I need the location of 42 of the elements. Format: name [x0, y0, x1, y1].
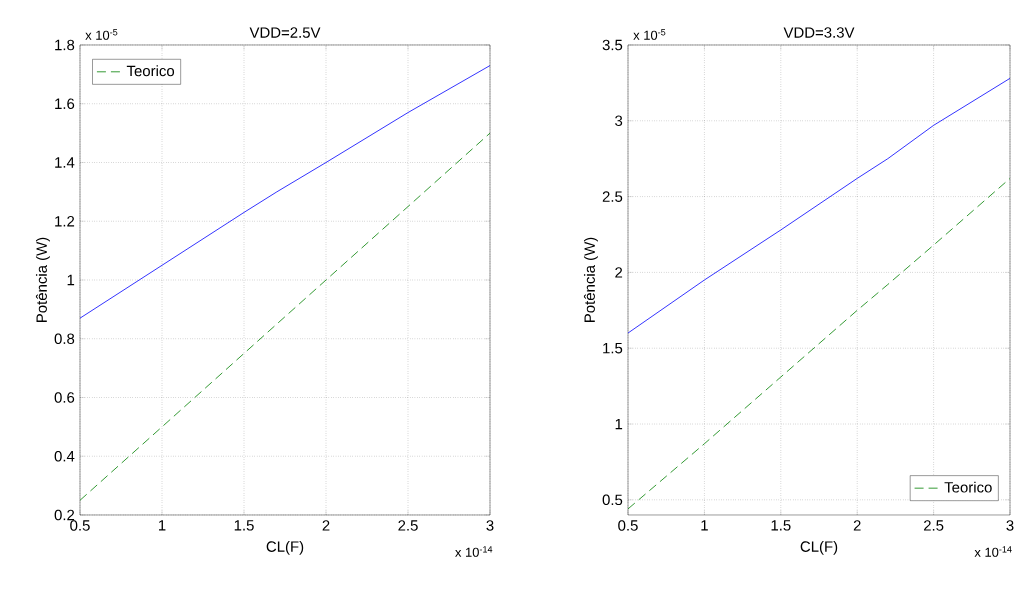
y-tick-label: 0.8 — [54, 333, 75, 345]
x-tick-label: 1 — [158, 520, 166, 531]
x-tick-label: 2.5 — [398, 520, 418, 531]
x-axis-title: CL(F) — [800, 540, 838, 555]
x-tick-label: 2.5 — [923, 520, 944, 531]
y-tick-label: 1.4 — [55, 157, 75, 168]
y-tick-label: 0.5 — [602, 494, 623, 506]
legend-label: Teorico — [126, 65, 175, 77]
x-tick-label: 2 — [853, 520, 861, 531]
legend-label: Teorico — [944, 481, 992, 493]
y-tick-label: 1.6 — [55, 98, 75, 110]
y-axis-title: Potência (W) — [583, 237, 598, 322]
x-tick-label: 3 — [486, 520, 494, 531]
x-tick-label: 1.5 — [234, 520, 254, 531]
x-tick-label: 2 — [322, 520, 330, 531]
line-series — [80, 65, 491, 319]
x-tick-label: 3 — [1006, 520, 1014, 531]
text: x 10$^{-14}$ — [455, 546, 493, 557]
y-tick-label: 0.4 — [54, 450, 75, 462]
line-series — [628, 178, 1011, 510]
y-tick-label: 1 — [67, 274, 75, 286]
chart-title: VDD=3.3V — [783, 27, 855, 38]
text: x 10$^{-5}$ — [85, 29, 118, 40]
y-axis-title: Potência (W) — [35, 237, 50, 322]
y-tick-label: 1.5 — [603, 343, 623, 354]
y-tick-label: 3 — [615, 115, 623, 127]
y-tick-label: 0.6 — [54, 392, 75, 403]
y-tick-label: 1.8 — [55, 39, 75, 51]
y-tick-label: 1 — [615, 418, 623, 430]
y-tick-label: 3.5 — [602, 39, 623, 51]
text: x 10$^{-5}$ — [633, 29, 666, 40]
y-tick-label: 2 — [615, 267, 623, 278]
y-tick-label: 2.5 — [602, 191, 623, 202]
line-series — [628, 77, 1011, 334]
x-tick-label: 1.5 — [771, 520, 791, 531]
y-tick-label: 0.2 — [54, 509, 75, 521]
text: x 10$^{-14}$ — [974, 546, 1012, 557]
chart-title: VDD=2.5V — [249, 27, 321, 38]
x-tick-label: 1 — [701, 520, 708, 531]
x-tick-label: 0.5 — [70, 520, 90, 531]
y-tick-label: 1.2 — [55, 216, 75, 227]
x-axis-title: CL(F) — [266, 540, 304, 555]
